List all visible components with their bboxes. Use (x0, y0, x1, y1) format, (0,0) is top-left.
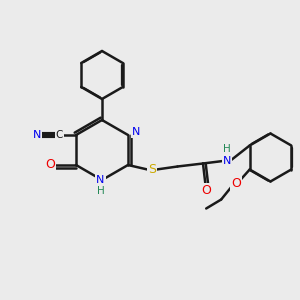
Text: O: O (231, 176, 241, 190)
Text: N: N (132, 127, 141, 137)
Text: O: O (201, 184, 211, 197)
Text: N: N (223, 155, 231, 166)
Text: S: S (148, 163, 156, 176)
Text: H: H (223, 144, 231, 154)
Text: N: N (33, 130, 41, 140)
Text: N: N (96, 175, 105, 185)
Text: C: C (56, 130, 63, 140)
Text: O: O (46, 158, 56, 172)
Text: H: H (97, 186, 104, 197)
